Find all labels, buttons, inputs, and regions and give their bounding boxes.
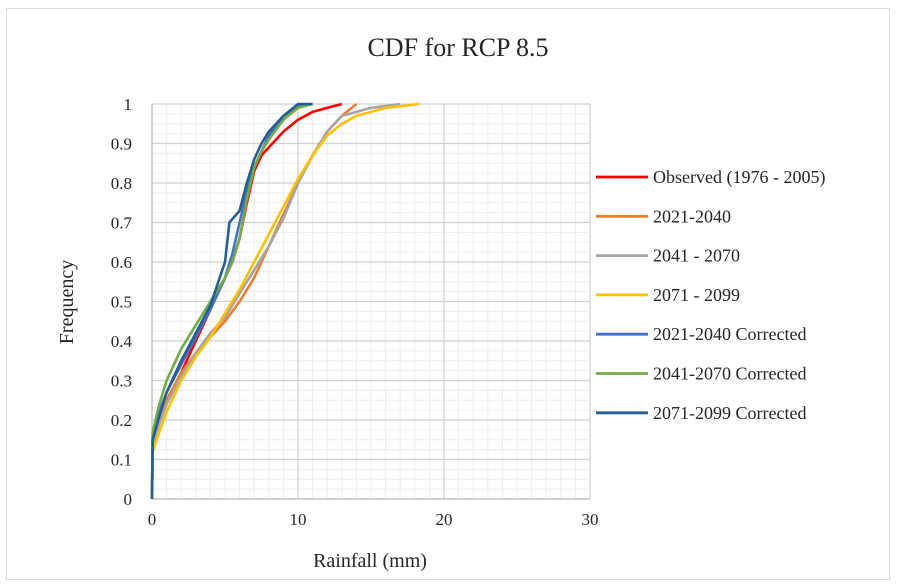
series-line-3 [150,102,401,500]
x-tick-label: 20 [436,510,453,529]
y-tick-label: 0.2 [111,411,132,430]
legend-label-7: 2071-2099 Corrected [653,403,806,423]
x-tick-labels: 0 10 20 30 [148,510,599,529]
series-line-6 [150,102,313,500]
y-tick-label: 0.6 [111,253,132,272]
x-tick-label: 30 [582,510,599,529]
legend-label-5: 2021-2040 Corrected [653,324,806,344]
legend-label-6: 2041-2070 Corrected [653,364,806,384]
legend-label-3: 2041 - 2070 [653,246,740,266]
y-tick-label: 0.8 [111,174,132,193]
x-tick-label: 10 [290,510,307,529]
y-tick-label: 0 [124,490,133,509]
y-tick-label: 0.4 [111,332,133,351]
legend: Observed (1976 - 2005) 2021-2040 2041 - 20… [596,167,825,423]
legend-label-1: Observed (1976 - 2005) [653,167,825,188]
legend-label-2: 2021-2040 [653,206,731,226]
y-tick-label: 0.7 [111,214,133,233]
y-tick-label: 0.1 [111,451,132,470]
x-tick-label: 0 [148,510,157,529]
legend-label-4: 2071 - 2099 [653,285,740,305]
y-tick-label: 0.3 [111,372,132,391]
x-axis-label: Rainfall (mm) [313,550,427,572]
chart-title: CDF for RCP 8.5 [367,33,548,62]
y-axis-label: Frequency [56,260,78,344]
series-line-7 [150,102,313,500]
y-tick-label: 1 [124,95,133,114]
y-tick-label: 0.9 [111,135,132,154]
series-line-4 [150,102,420,500]
y-tick-labels: 0 0.1 0.2 0.3 0.4 0.5 0.6 0.7 0.8 0.9 1 [111,95,133,509]
series-lines [150,102,420,500]
y-tick-label: 0.5 [111,293,132,312]
